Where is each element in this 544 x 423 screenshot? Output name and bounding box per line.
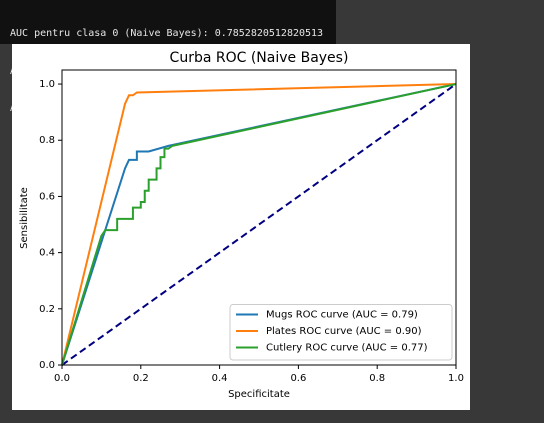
x-tick-label: 0.8 [369,373,385,384]
legend-label: Mugs ROC curve (AUC = 0.79) [266,310,418,321]
x-tick-label: 0.0 [54,373,70,384]
legend-label: Cutlery ROC curve (AUC = 0.77) [266,343,428,354]
y-tick-label: 1.0 [39,79,55,90]
y-tick-label: 0.6 [39,191,55,202]
roc-curve [61,83,457,366]
chart-title: Curba ROC (Naive Bayes) [170,50,349,66]
output-line: AUC pentru clasa 0 (Naive Bayes): 0.7852… [10,28,324,39]
y-axis-label: Sensibilitate [19,187,30,249]
x-tick-label: 0.2 [133,373,149,384]
axes-frame [61,69,457,366]
x-tick-label: 0.6 [290,373,306,384]
y-tick-label: 0.0 [39,360,55,371]
reference-line [61,83,457,366]
y-tick-label: 0.4 [39,248,55,259]
x-tick-label: 1.0 [448,373,464,384]
legend-box [229,304,453,361]
x-tick-label: 0.4 [212,373,228,384]
legend-label: Plates ROC curve (AUC = 0.90) [266,326,422,337]
roc-curve [61,83,457,366]
y-tick-label: 0.8 [39,135,55,146]
y-tick-label: 0.2 [39,304,55,315]
x-axis-label: Specificitate [228,389,290,400]
roc-curve [61,83,457,366]
output-background [0,0,336,44]
